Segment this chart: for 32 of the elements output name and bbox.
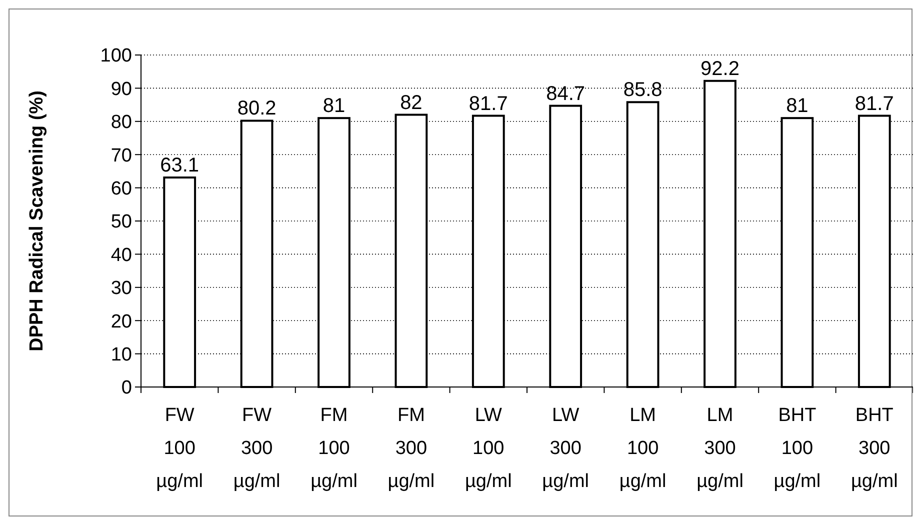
y-tick-label: 70 — [110, 145, 132, 166]
data-label: 84.7 — [546, 82, 586, 105]
data-label: 82 — [400, 92, 422, 114]
y-tick-label: 80 — [110, 112, 132, 134]
data-label: 92.2 — [700, 58, 740, 80]
x-tick-label: FW 100 µg/ml — [156, 405, 204, 492]
data-label: 81 — [322, 95, 346, 118]
x-tick-label: BHT 300 µg/ml — [850, 405, 898, 492]
y-tick-label: 90 — [110, 78, 132, 100]
x-tick-label: FM 300 µg/ml — [388, 405, 435, 492]
data-label: 85.8 — [623, 79, 662, 102]
x-tick-label: FM 100 µg/ml — [310, 405, 358, 492]
x-tick-label: LM 300 µg/ml — [696, 405, 744, 492]
y-tick-label: 20 — [110, 311, 132, 332]
x-tick-label: BHT 100 µg/ml — [774, 405, 821, 492]
data-label: 63.1 — [160, 154, 200, 177]
x-tick-label: LM 100 µg/ml — [619, 405, 666, 492]
data-label: 81.7 — [468, 92, 508, 115]
y-tick-label: 40 — [110, 244, 132, 266]
y-axis-title: DPPH Radical Scavening (%) — [26, 90, 48, 352]
data-label: 80.2 — [237, 98, 276, 120]
y-tick-label: 100 — [100, 46, 132, 67]
y-tick-label: 60 — [110, 178, 132, 200]
y-tick-label: 0 — [121, 378, 132, 399]
y-tick-label: 30 — [110, 278, 132, 300]
data-label: 81.7 — [854, 92, 894, 115]
data-label: 81 — [786, 95, 808, 118]
x-tick-label: LW 100 µg/ml — [464, 405, 512, 492]
x-tick-label: LW 300 µg/ml — [542, 405, 590, 492]
y-tick-label: 10 — [110, 344, 132, 366]
x-tick-label: FW 300 µg/ml — [233, 405, 280, 492]
y-tick-label: 50 — [110, 212, 132, 233]
